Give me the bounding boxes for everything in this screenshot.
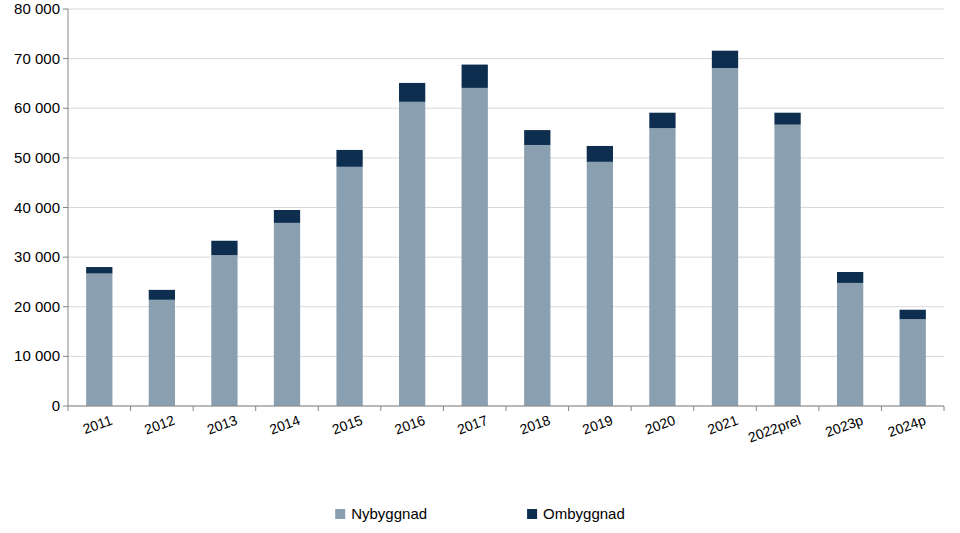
x-tick-label: 2016	[392, 412, 427, 438]
legend-label: Ombyggnad	[543, 505, 625, 522]
grid-line	[68, 306, 944, 307]
y-tick-label: 10 000	[14, 347, 60, 364]
bar	[712, 51, 738, 68]
x-tick-label: 2022prel	[746, 412, 803, 446]
bar	[837, 272, 863, 283]
bar	[336, 167, 362, 406]
x-tick-label: 2015	[330, 412, 365, 438]
bar	[274, 223, 300, 406]
x-tick	[130, 406, 131, 411]
bar	[900, 310, 926, 319]
legend-label: Nybyggnad	[351, 505, 427, 522]
y-tick-label: 0	[52, 397, 60, 414]
y-tick-label: 20 000	[14, 298, 60, 315]
x-tick	[944, 406, 945, 411]
bar	[149, 290, 175, 300]
x-tick-label: 2019	[580, 412, 615, 438]
bar	[462, 65, 488, 88]
x-tick	[68, 406, 69, 411]
x-tick	[506, 406, 507, 411]
x-tick	[631, 406, 632, 411]
grid-line	[68, 257, 944, 258]
x-tick	[756, 406, 757, 411]
x-tick	[568, 406, 569, 411]
bar	[462, 88, 488, 406]
bar	[900, 319, 926, 406]
y-tick-label: 50 000	[14, 149, 60, 166]
y-tick	[63, 108, 68, 109]
x-tick-label: 2020	[643, 412, 678, 438]
bar	[86, 274, 112, 406]
x-tick	[818, 406, 819, 411]
legend: Nybyggnad Ombyggnad	[335, 505, 625, 522]
y-tick-label: 60 000	[14, 99, 60, 116]
legend-swatch	[335, 509, 345, 519]
y-tick	[63, 58, 68, 59]
y-tick	[63, 306, 68, 307]
x-tick	[881, 406, 882, 411]
x-tick-label: 2017	[455, 412, 490, 438]
y-tick-label: 30 000	[14, 248, 60, 265]
y-tick-label: 40 000	[14, 199, 60, 216]
bar	[399, 102, 425, 406]
y-tick-label: 70 000	[14, 50, 60, 67]
x-tick-label: 2021	[705, 412, 740, 438]
x-tick	[443, 406, 444, 411]
grid-line	[68, 207, 944, 208]
grid-line	[68, 356, 944, 357]
y-tick	[63, 9, 68, 10]
x-tick-label: 2014	[267, 412, 302, 438]
bar	[649, 128, 675, 406]
x-tick-label: 2024p	[886, 412, 928, 440]
grid-line	[68, 9, 944, 10]
x-tick	[193, 406, 194, 411]
grid-line	[68, 157, 944, 158]
bar	[774, 125, 800, 406]
x-tick-label: 2011	[81, 412, 115, 437]
bar	[837, 283, 863, 406]
bar	[399, 83, 425, 102]
bar	[524, 145, 550, 406]
x-tick-label: 2023p	[823, 412, 865, 440]
bars	[86, 51, 926, 406]
y-tick	[63, 257, 68, 258]
x-tick	[693, 406, 694, 411]
chart: 0 10 000 20 000 30 000 40 000 50 000 60 000 70 …	[0, 0, 960, 533]
bar	[149, 300, 175, 406]
y-tick	[63, 157, 68, 158]
bar	[86, 267, 112, 273]
y-axis	[68, 9, 69, 406]
grid-line	[68, 58, 944, 59]
bar	[587, 146, 613, 162]
x-tick	[255, 406, 256, 411]
x-tick	[318, 406, 319, 411]
x-tick	[380, 406, 381, 411]
y-tick	[63, 207, 68, 208]
grid-line	[68, 108, 944, 109]
bar	[524, 130, 550, 145]
x-tick-label: 2012	[142, 412, 177, 438]
bar	[649, 113, 675, 128]
bar	[274, 210, 300, 223]
bar	[712, 68, 738, 406]
bar	[774, 113, 800, 125]
legend-swatch	[527, 509, 537, 519]
x-tick-label: 2018	[518, 412, 553, 438]
y-tick	[63, 356, 68, 357]
bar	[211, 241, 237, 255]
bar	[587, 162, 613, 406]
bar	[336, 150, 362, 167]
bar	[211, 255, 237, 406]
y-tick	[63, 406, 68, 407]
x-tick-label: 2013	[205, 412, 240, 438]
y-tick-label: 80 000	[14, 0, 60, 17]
